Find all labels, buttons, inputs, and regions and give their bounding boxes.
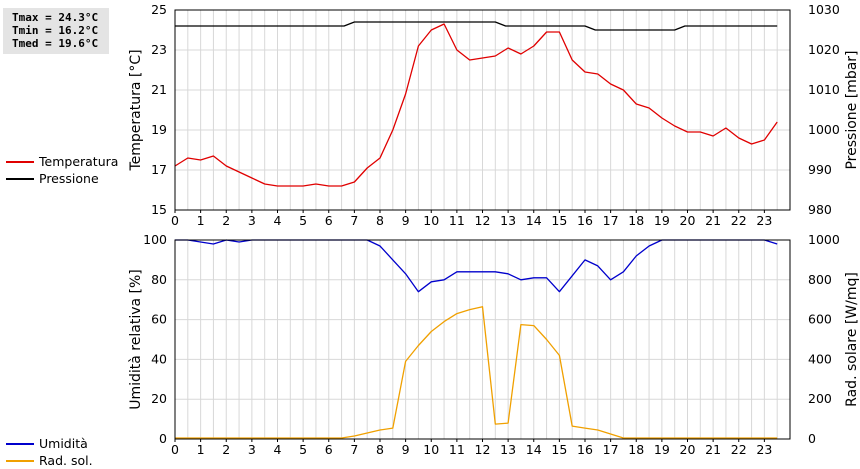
x-tick-label: 4 — [274, 442, 282, 457]
x-tick-label: 4 — [274, 213, 282, 228]
x-tick-label: 20 — [680, 213, 696, 228]
legend-item-temperature: Temperatura — [6, 153, 118, 170]
y-tick-label-left: 20 — [151, 391, 167, 406]
x-tick-label: 3 — [248, 442, 256, 457]
y-tick-label-right: 1000 — [808, 122, 840, 137]
x-tick-label: 20 — [680, 442, 696, 457]
x-tick-label: 16 — [577, 213, 593, 228]
x-tick-label: 5 — [299, 442, 307, 457]
x-tick-label: 8 — [376, 213, 384, 228]
x-tick-label: 5 — [299, 213, 307, 228]
x-tick-label: 13 — [500, 442, 516, 457]
x-tick-label: 15 — [551, 442, 567, 457]
x-tick-label: 7 — [350, 213, 358, 228]
x-tick-label: 2 — [222, 442, 230, 457]
legend-swatch-temperature — [6, 161, 34, 163]
x-tick-label: 23 — [756, 213, 772, 228]
y-tick-label-left: 100 — [143, 232, 167, 247]
x-tick-label: 12 — [475, 442, 491, 457]
x-tick-label: 14 — [526, 213, 542, 228]
y-tick-label-left: 25 — [151, 2, 167, 17]
x-tick-label: 22 — [731, 442, 747, 457]
y-tick-label-left: 60 — [151, 312, 167, 327]
x-tick-label: 11 — [449, 213, 465, 228]
y-axis-label-right: Rad. solare [W/mq] — [844, 272, 860, 407]
stats-box: Tmax = 24.3°C Tmin = 16.2°C Tmed = 19.6°… — [3, 8, 109, 54]
y-tick-label-right: 980 — [808, 202, 832, 217]
y-axis-label-left: Temperatura [°C] — [128, 49, 144, 171]
y-tick-label-left: 15 — [151, 202, 167, 217]
x-tick-label: 21 — [705, 213, 721, 228]
y-tick-label-left: 0 — [159, 431, 167, 446]
x-tick-label: 8 — [376, 442, 384, 457]
y-tick-label-right: 600 — [808, 312, 832, 327]
x-tick-label: 1 — [197, 213, 205, 228]
legend-label-humidity: Umidità — [39, 436, 88, 451]
y-tick-label-left: 17 — [151, 162, 167, 177]
y-tick-label-left: 23 — [151, 42, 167, 57]
series-line-temperature — [174, 23, 778, 187]
x-tick-label: 16 — [577, 442, 593, 457]
y-axis-label-left: Umidità relativa [%] — [128, 269, 144, 410]
legend-swatch-radiation — [6, 460, 34, 462]
legend-item-pressure: Pressione — [6, 170, 118, 187]
y-tick-label-right: 990 — [808, 162, 832, 177]
y-tick-label-right: 400 — [808, 351, 832, 366]
y-tick-label-right: 1020 — [808, 42, 840, 57]
y-tick-label-left: 80 — [151, 272, 167, 287]
legend-item-humidity: Umidità — [6, 435, 93, 452]
x-tick-label: 13 — [500, 213, 516, 228]
x-tick-label: 18 — [628, 213, 644, 228]
y-axis-label-right: Pressione [mbar] — [844, 50, 860, 169]
y-tick-label-right: 1000 — [808, 232, 840, 247]
legend-swatch-pressure — [6, 178, 34, 180]
x-tick-label: 6 — [325, 442, 333, 457]
y-tick-label-right: 800 — [808, 272, 832, 287]
series-line-pressure — [175, 21, 778, 31]
y-tick-label-left: 19 — [151, 122, 167, 137]
top-chart-legend: Temperatura Pressione — [6, 153, 118, 187]
tmax-stat: Tmax = 24.3°C — [12, 11, 99, 24]
y-tick-label-right: 1010 — [808, 82, 840, 97]
x-tick-label: 17 — [603, 213, 619, 228]
tmin-stat: Tmin = 16.2°C — [12, 24, 99, 37]
y-tick-label-right: 200 — [808, 391, 832, 406]
x-tick-label: 18 — [628, 442, 644, 457]
y-tick-label-right: 1030 — [808, 2, 840, 17]
y-tick-label-left: 40 — [151, 351, 167, 366]
legend-label-temperature: Temperatura — [39, 154, 119, 169]
x-tick-label: 6 — [325, 213, 333, 228]
x-tick-label: 9 — [402, 213, 410, 228]
x-tick-label: 14 — [526, 442, 542, 457]
x-tick-label: 10 — [423, 213, 439, 228]
x-tick-label: 1 — [197, 442, 205, 457]
y-tick-label-left: 21 — [151, 82, 167, 97]
x-tick-label: 0 — [171, 442, 179, 457]
x-tick-label: 9 — [402, 442, 410, 457]
y-tick-label-right: 0 — [808, 431, 816, 446]
x-tick-label: 2 — [222, 213, 230, 228]
x-tick-label: 11 — [449, 442, 465, 457]
legend-swatch-humidity — [6, 443, 34, 445]
tmed-stat: Tmed = 19.6°C — [12, 37, 99, 50]
x-tick-label: 15 — [551, 213, 567, 228]
x-tick-label: 23 — [756, 442, 772, 457]
x-tick-label: 19 — [654, 213, 670, 228]
x-tick-label: 21 — [705, 442, 721, 457]
series-line-radiation — [175, 306, 778, 439]
x-tick-label: 0 — [171, 213, 179, 228]
x-tick-label: 3 — [248, 213, 256, 228]
x-tick-label: 12 — [475, 213, 491, 228]
x-tick-label: 19 — [654, 442, 670, 457]
x-tick-label: 10 — [423, 442, 439, 457]
x-tick-label: 22 — [731, 213, 747, 228]
x-tick-label: 17 — [603, 442, 619, 457]
x-tick-label: 7 — [350, 442, 358, 457]
legend-label-pressure: Pressione — [39, 171, 99, 186]
